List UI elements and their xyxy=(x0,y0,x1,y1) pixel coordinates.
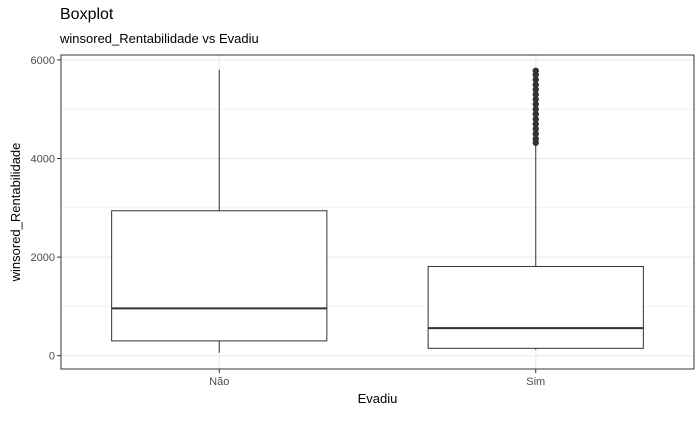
outlier-point xyxy=(532,86,539,93)
y-tick-label: 0 xyxy=(49,351,55,363)
box xyxy=(427,265,644,349)
outlier-point xyxy=(532,120,539,128)
y-tick-label: 4000 xyxy=(31,154,55,166)
outlier-point xyxy=(532,67,539,74)
x-axis-title: Evadiu xyxy=(358,391,398,406)
y-axis-title: winsored_Rentabilidade xyxy=(8,143,23,283)
panel-border xyxy=(60,54,695,370)
chart-title: Boxplot xyxy=(60,6,114,23)
x-tick-label: Sim xyxy=(526,376,545,388)
x-tick-label: Não xyxy=(209,376,229,388)
chart-subtitle: winsored_Rentabilidade vs Evadiu xyxy=(60,31,259,46)
y-tick-label: 6000 xyxy=(31,55,55,67)
outlier-point xyxy=(532,130,539,138)
outlier-point xyxy=(532,135,539,142)
box-group xyxy=(427,67,644,350)
outlier-point xyxy=(532,106,539,113)
outlier-point xyxy=(532,81,539,88)
box xyxy=(111,210,328,342)
x-axis: Não Sim xyxy=(209,369,545,388)
y-tick-label: 2000 xyxy=(31,252,55,264)
y-axis: 0 2000 4000 6000 xyxy=(31,55,61,363)
box-group xyxy=(111,69,328,353)
outlier-point xyxy=(532,91,539,98)
outlier-point xyxy=(532,101,539,108)
outlier-point xyxy=(532,110,539,118)
boxes xyxy=(111,67,644,353)
outlier-point xyxy=(532,96,539,103)
outlier-point xyxy=(532,125,539,133)
outlier-point xyxy=(532,76,539,83)
outlier-point xyxy=(532,115,539,123)
